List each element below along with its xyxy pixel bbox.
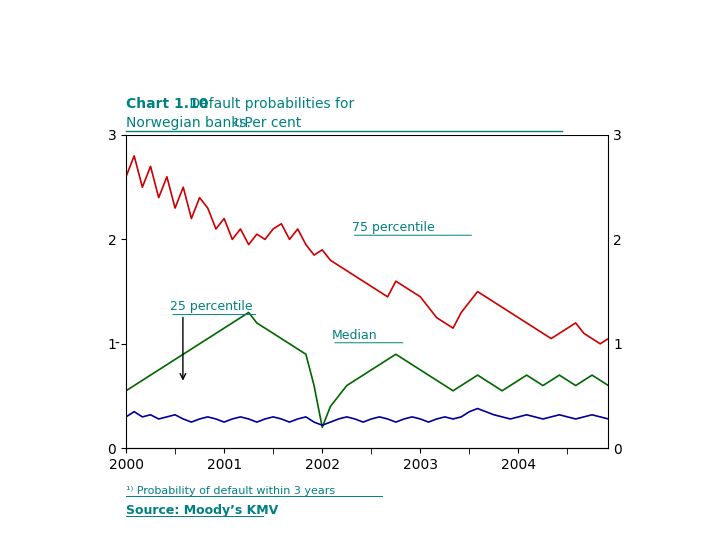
Text: 1): 1)	[233, 118, 243, 128]
Text: 75 percentile: 75 percentile	[351, 221, 434, 234]
Text: Per cent: Per cent	[240, 116, 301, 130]
Text: 25 percentile: 25 percentile	[170, 300, 253, 313]
Text: Norwegian banks.: Norwegian banks.	[126, 116, 251, 130]
Text: Median: Median	[332, 328, 378, 342]
Text: Source: Moody’s KMV: Source: Moody’s KMV	[126, 504, 278, 517]
Text: Default probabilities for: Default probabilities for	[185, 97, 354, 111]
Text: Chart 1.10: Chart 1.10	[126, 97, 208, 111]
Text: -: -	[114, 337, 119, 351]
Text: ¹⁾ Probability of default within 3 years: ¹⁾ Probability of default within 3 years	[126, 486, 335, 496]
